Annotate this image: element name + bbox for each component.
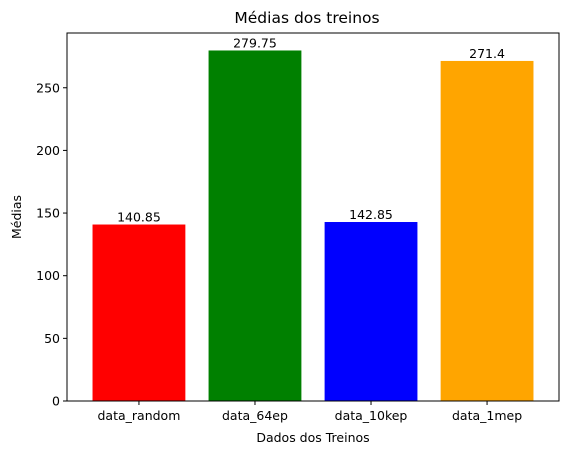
y-tick-label-0: 0 bbox=[52, 394, 60, 409]
x-axis-label: Dados dos Treinos bbox=[256, 430, 369, 445]
data-label-data_64ep: 279.75 bbox=[233, 35, 277, 50]
y-tick-label-250: 250 bbox=[36, 80, 60, 95]
bar-data_1mep bbox=[440, 60, 534, 401]
data-label-data_1mep: 271.4 bbox=[469, 46, 505, 61]
y-tick-label-150: 150 bbox=[36, 206, 60, 221]
y-tick-label-200: 200 bbox=[36, 143, 60, 158]
plot-area: 140.85 279.75 142.85 271.4 bbox=[92, 35, 534, 401]
x-tick-label-data_1mep: data_1mep bbox=[452, 408, 522, 423]
bar-data_64ep bbox=[208, 50, 302, 401]
y-tick-label-50: 50 bbox=[44, 331, 60, 346]
y-axis: 0 50 100 150 200 250 bbox=[36, 80, 67, 409]
bar-data_10kep bbox=[324, 222, 418, 401]
plot-frame bbox=[66, 32, 560, 402]
chart-title: Médias dos treinos bbox=[234, 9, 379, 27]
x-axis: data_random data_64ep data_10kep data_1mep bbox=[97, 401, 522, 423]
x-tick-label-data_64ep: data_64ep bbox=[222, 408, 288, 423]
x-tick-label-data_random: data_random bbox=[97, 408, 180, 423]
bar-data_random bbox=[92, 224, 186, 401]
data-label-data_random: 140.85 bbox=[117, 210, 161, 225]
data-label-data_10kep: 142.85 bbox=[349, 207, 393, 222]
y-axis-label: Médias bbox=[9, 195, 24, 239]
y-tick-label-100: 100 bbox=[36, 268, 60, 283]
x-tick-label-data_10kep: data_10kep bbox=[335, 408, 408, 423]
